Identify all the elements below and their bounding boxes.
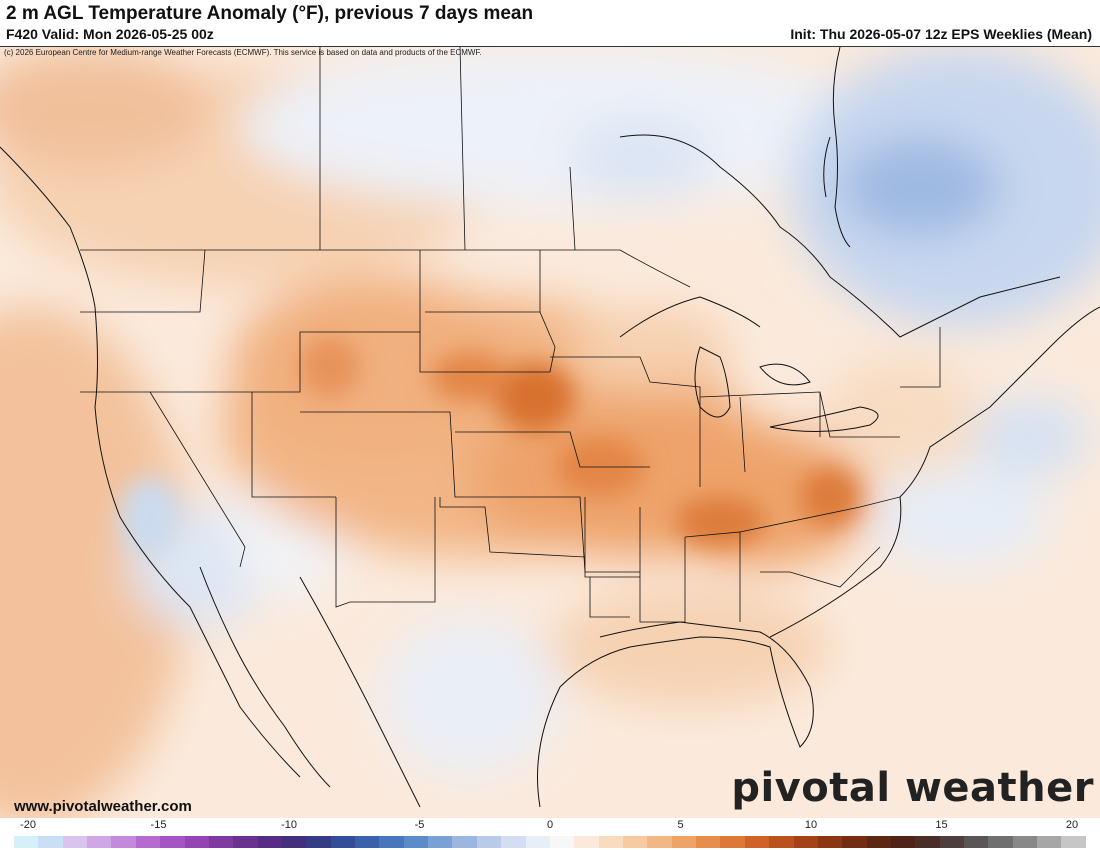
colorbar-tick-label: 15 bbox=[935, 819, 948, 831]
colorbar-swatch bbox=[696, 836, 721, 848]
colorbar-swatch bbox=[135, 836, 161, 848]
colorbar-swatch bbox=[866, 836, 891, 848]
colorbar-swatch bbox=[452, 836, 477, 848]
colorbar-swatch bbox=[111, 836, 136, 848]
colorbar-swatch bbox=[598, 836, 623, 848]
coastlines bbox=[0, 47, 1100, 808]
colorbar-swatch bbox=[988, 836, 1013, 848]
colorbar-swatch bbox=[817, 836, 843, 848]
colorbar-swatch bbox=[403, 836, 429, 848]
colorbar-swatch bbox=[793, 836, 818, 848]
valid-time: F420 Valid: Mon 2026-05-25 00z bbox=[6, 26, 214, 42]
colorbar-tick-label: 5 bbox=[677, 819, 684, 831]
colorbar-swatch bbox=[939, 836, 965, 848]
colorbar-swatch bbox=[379, 836, 404, 848]
colorbar-swatch bbox=[160, 836, 185, 848]
state-borders bbox=[80, 47, 941, 623]
colorbar-swatch bbox=[964, 836, 989, 848]
colorbar-swatch bbox=[87, 836, 112, 848]
colorbar-swatch bbox=[257, 836, 282, 848]
colorbar-swatch bbox=[306, 836, 331, 848]
colorbar-swatch bbox=[671, 836, 697, 848]
colorbar-swatch bbox=[647, 836, 672, 848]
init-time: Init: Thu 2026-05-07 12z EPS Weeklies (M… bbox=[790, 26, 1092, 42]
colorbar-tick-label: -5 bbox=[414, 819, 425, 831]
colorbar-swatch bbox=[1061, 836, 1086, 848]
colorbar-swatch bbox=[744, 836, 770, 848]
colorbar-swatch bbox=[574, 836, 599, 848]
colorbar-swatch bbox=[14, 836, 39, 848]
colorbar-swatch bbox=[1012, 836, 1038, 848]
colorbar-swatch bbox=[769, 836, 794, 848]
colorbar-swatch bbox=[915, 836, 940, 848]
colorbar-swatch bbox=[525, 836, 550, 848]
colorbar-swatch bbox=[184, 836, 209, 848]
colorbar: -20 -15 -10 -5 0 5 10 15 20 bbox=[0, 818, 1100, 850]
website-link[interactable]: www.pivotalweather.com bbox=[14, 798, 192, 815]
colorbar-swatch bbox=[890, 836, 916, 848]
colorbar-tick-label: -20 bbox=[20, 819, 36, 831]
copyright-notice: (c) 2026 European Centre for Medium-rang… bbox=[4, 48, 482, 57]
colorbar-tick-label: 10 bbox=[804, 819, 818, 831]
header: 2 m AGL Temperature Anomaly (°F), previo… bbox=[0, 0, 1100, 46]
colorbar-tick-label: -10 bbox=[281, 819, 297, 831]
colorbar-tick-label: 0 bbox=[546, 819, 554, 831]
colorbar-swatch bbox=[233, 836, 258, 848]
colorbar-swatch bbox=[622, 836, 648, 848]
pivotal-weather-logo: pivotal weather bbox=[731, 765, 1094, 811]
colorbar-swatch bbox=[330, 836, 356, 848]
colorbar-swatch bbox=[501, 836, 526, 848]
colorbar-swatch bbox=[62, 836, 88, 848]
anomaly-map[interactable] bbox=[0, 47, 1100, 819]
colorbar-swatch bbox=[428, 836, 453, 848]
colorbar-gradient bbox=[14, 836, 1086, 848]
colorbar-swatch bbox=[208, 836, 234, 848]
colorbar-swatch bbox=[842, 836, 867, 848]
colorbar-swatch bbox=[281, 836, 307, 848]
colorbar-swatch bbox=[355, 836, 380, 848]
colorbar-swatch bbox=[720, 836, 745, 848]
colorbar-swatch bbox=[38, 836, 63, 848]
colorbar-swatch bbox=[476, 836, 502, 848]
map-panel[interactable]: (c) 2026 European Centre for Medium-rang… bbox=[0, 46, 1100, 819]
map-title: 2 m AGL Temperature Anomaly (°F), previo… bbox=[6, 3, 534, 24]
colorbar-swatch bbox=[549, 836, 575, 848]
colorbar-tick-label: 20 bbox=[1065, 819, 1079, 831]
colorbar-tick-label: -15 bbox=[150, 819, 167, 831]
colorbar-swatch bbox=[1037, 836, 1062, 848]
anomaly-peaks bbox=[120, 337, 860, 557]
